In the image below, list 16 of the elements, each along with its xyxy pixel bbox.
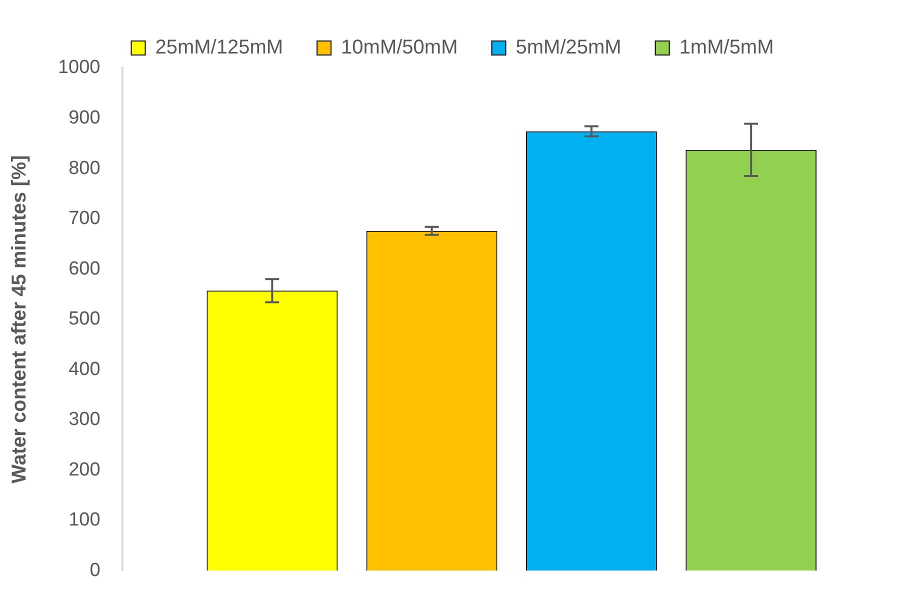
y-axis-title: Water content after 45 minutes [%] [8, 155, 31, 484]
y-tick-label: 900 [68, 107, 100, 128]
legend-label: 10mM/50mM [341, 36, 458, 59]
y-tick-label: 500 [68, 308, 100, 330]
y-tick-label: 700 [68, 208, 100, 230]
y-tick-label: 0 [90, 560, 100, 581]
y-tick-label: 200 [68, 459, 100, 480]
y-tick-label: 400 [68, 358, 100, 380]
legend-label: 1mM/5mM [679, 36, 774, 59]
legend-label: 25mM/125mM [155, 36, 284, 59]
y-tick-label: 300 [68, 409, 100, 430]
legend-label: 5mM/25mM [516, 36, 622, 59]
y-tick-label: 1000 [58, 57, 100, 78]
y-tick-label: 100 [68, 510, 100, 531]
y-tick-label: 800 [68, 158, 100, 179]
y-tick-label: 600 [68, 258, 100, 280]
